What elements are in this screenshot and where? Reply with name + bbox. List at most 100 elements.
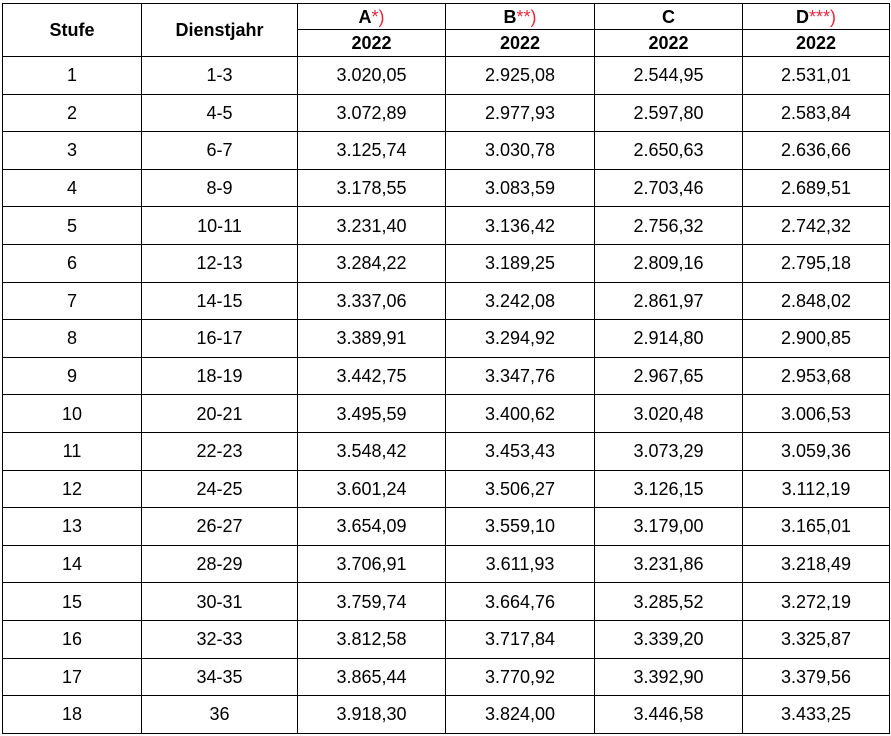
table-row: 15 30-31 3.759,74 3.664,76 3.285,52 3.272,19 [2, 582, 890, 621]
table-row: 14 28-29 3.706,91 3.611,93 3.231,86 3.218,49 [2, 544, 890, 584]
cell-value-b: 3.453,43 [445, 431, 595, 471]
cell-value-c: 3.020,48 [594, 394, 743, 433]
group-letter: B [503, 6, 517, 27]
table-row: 9 18-19 3.442,75 3.347,76 2.967,65 2.953,68 [2, 356, 890, 396]
cell-value-b: 3.294,92 [445, 319, 595, 358]
cell-stufe: 10 [2, 394, 142, 433]
cell-dienstjahr: 18-19 [141, 356, 298, 396]
cell-value-b: 3.347,76 [445, 356, 595, 396]
cell-value-a: 3.601,24 [297, 469, 446, 509]
cell-value-d: 3.059,36 [742, 431, 890, 471]
header-row-groups: Stufe Dienstjahr A*) B**) C D***) [2, 3, 890, 57]
header-group-d: D***) [742, 3, 890, 30]
cell-value-a: 3.865,44 [297, 657, 446, 697]
cell-value-a: 3.389,91 [297, 319, 446, 358]
cell-dienstjahr: 30-31 [141, 582, 298, 621]
cell-dienstjahr: 24-25 [141, 469, 298, 509]
cell-value-c: 2.756,32 [594, 206, 743, 245]
footnote-mark: **) [516, 6, 537, 27]
cell-value-b: 3.136,42 [445, 206, 595, 245]
cell-stufe: 6 [2, 243, 142, 283]
cell-value-a: 3.178,55 [297, 168, 446, 208]
cell-value-c: 3.285,52 [594, 582, 743, 621]
cell-dienstjahr: 34-35 [141, 657, 298, 697]
cell-dienstjahr: 1-3 [141, 56, 298, 95]
cell-value-a: 3.495,59 [297, 394, 446, 433]
cell-value-d: 2.531,01 [742, 56, 890, 95]
header-row-years: 2022 2022 2022 2022 [3, 29, 890, 57]
cell-value-d: 3.112,19 [742, 469, 890, 509]
cell-value-d: 2.636,66 [742, 131, 890, 170]
cell-stufe: 2 [2, 93, 142, 133]
cell-value-c: 2.650,63 [594, 131, 743, 170]
cell-value-d: 2.900,85 [742, 319, 890, 358]
table-row: 2 4-5 3.072,89 2.977,93 2.597,80 2.583,84 [2, 93, 890, 133]
cell-dienstjahr: 32-33 [141, 619, 298, 659]
cell-value-b: 3.717,84 [445, 619, 595, 659]
cell-value-b: 3.611,93 [445, 544, 595, 584]
cell-dienstjahr: 22-23 [141, 431, 298, 471]
cell-dienstjahr: 20-21 [141, 394, 298, 433]
cell-value-d: 2.689,51 [742, 168, 890, 208]
cell-stufe: 18 [2, 695, 142, 734]
cell-value-c: 2.597,80 [594, 93, 743, 133]
table-row: 11 22-23 3.548,42 3.453,43 3.073,29 3.059,36 [2, 431, 890, 471]
cell-stufe: 7 [2, 281, 142, 321]
cell-value-c: 3.446,58 [594, 695, 743, 734]
table-row: 12 24-25 3.601,24 3.506,27 3.126,15 3.112,19 [2, 469, 890, 509]
cell-value-b: 3.506,27 [445, 469, 595, 509]
cell-value-a: 3.020,05 [297, 56, 446, 95]
cell-dienstjahr: 14-15 [141, 281, 298, 321]
cell-value-a: 3.706,91 [297, 544, 446, 584]
cell-value-a: 3.548,42 [297, 431, 446, 471]
cell-dienstjahr: 28-29 [141, 544, 298, 584]
table-row: 4 8-9 3.178,55 3.083,59 2.703,46 2.689,51 [2, 168, 890, 208]
cell-stufe: 3 [2, 131, 142, 170]
table-row: 13 26-27 3.654,09 3.559,10 3.179,00 3.165,01 [2, 507, 890, 546]
table-body: 1 1-3 3.020,05 2.925,08 2.544,95 2.531,01 2 4-5… [2, 56, 890, 734]
cell-dienstjahr: 6-7 [141, 131, 298, 170]
cell-value-b: 3.030,78 [445, 131, 595, 170]
cell-stufe: 5 [2, 206, 142, 245]
cell-value-c: 2.914,80 [594, 319, 743, 358]
cell-value-d: 3.006,53 [742, 394, 890, 433]
header-group-a: A*) [297, 3, 446, 30]
cell-value-c: 3.179,00 [594, 507, 743, 546]
cell-value-c: 3.392,90 [594, 657, 743, 697]
cell-stufe: 13 [2, 507, 142, 546]
cell-value-d: 3.325,87 [742, 619, 890, 659]
header-group-b: B**) [445, 3, 595, 30]
cell-value-d: 2.742,32 [742, 206, 890, 245]
cell-value-b: 3.242,08 [445, 281, 595, 321]
cell-value-b: 3.189,25 [445, 243, 595, 283]
cell-value-b: 3.824,00 [445, 695, 595, 734]
cell-dienstjahr: 8-9 [141, 168, 298, 208]
cell-dienstjahr: 16-17 [141, 319, 298, 358]
header-dienstjahr: Dienstjahr [141, 3, 298, 57]
cell-value-d: 3.272,19 [742, 582, 890, 621]
header-group-c: C [594, 3, 743, 30]
group-letter: C [662, 6, 675, 27]
cell-value-c: 3.126,15 [594, 469, 743, 509]
cell-value-b: 2.925,08 [445, 56, 595, 95]
cell-value-d: 2.848,02 [742, 281, 890, 321]
table-header: Stufe Dienstjahr A*) B**) C D***) 2022 2… [2, 3, 890, 57]
cell-value-d: 3.165,01 [742, 507, 890, 546]
cell-value-d: 3.379,56 [742, 657, 890, 697]
table-row: 8 16-17 3.389,91 3.294,92 2.914,80 2.900,85 [2, 319, 890, 358]
cell-value-c: 3.339,20 [594, 619, 743, 659]
cell-stufe: 17 [2, 657, 142, 697]
cell-value-b: 3.664,76 [445, 582, 595, 621]
table-row: 6 12-13 3.284,22 3.189,25 2.809,16 2.795,18 [2, 243, 890, 283]
header-year-a: 2022 [297, 29, 446, 57]
cell-dienstjahr: 26-27 [141, 507, 298, 546]
table-row: 3 6-7 3.125,74 3.030,78 2.650,63 2.636,66 [2, 131, 890, 170]
cell-value-a: 3.337,06 [297, 281, 446, 321]
table-row: 1 1-3 3.020,05 2.925,08 2.544,95 2.531,01 [2, 56, 890, 95]
salary-table: Stufe Dienstjahr A*) B**) C D***) 2022 2… [2, 3, 890, 734]
cell-value-a: 3.231,40 [297, 206, 446, 245]
cell-value-c: 3.073,29 [594, 431, 743, 471]
cell-stufe: 16 [2, 619, 142, 659]
cell-dienstjahr: 10-11 [141, 206, 298, 245]
cell-value-c: 2.703,46 [594, 168, 743, 208]
